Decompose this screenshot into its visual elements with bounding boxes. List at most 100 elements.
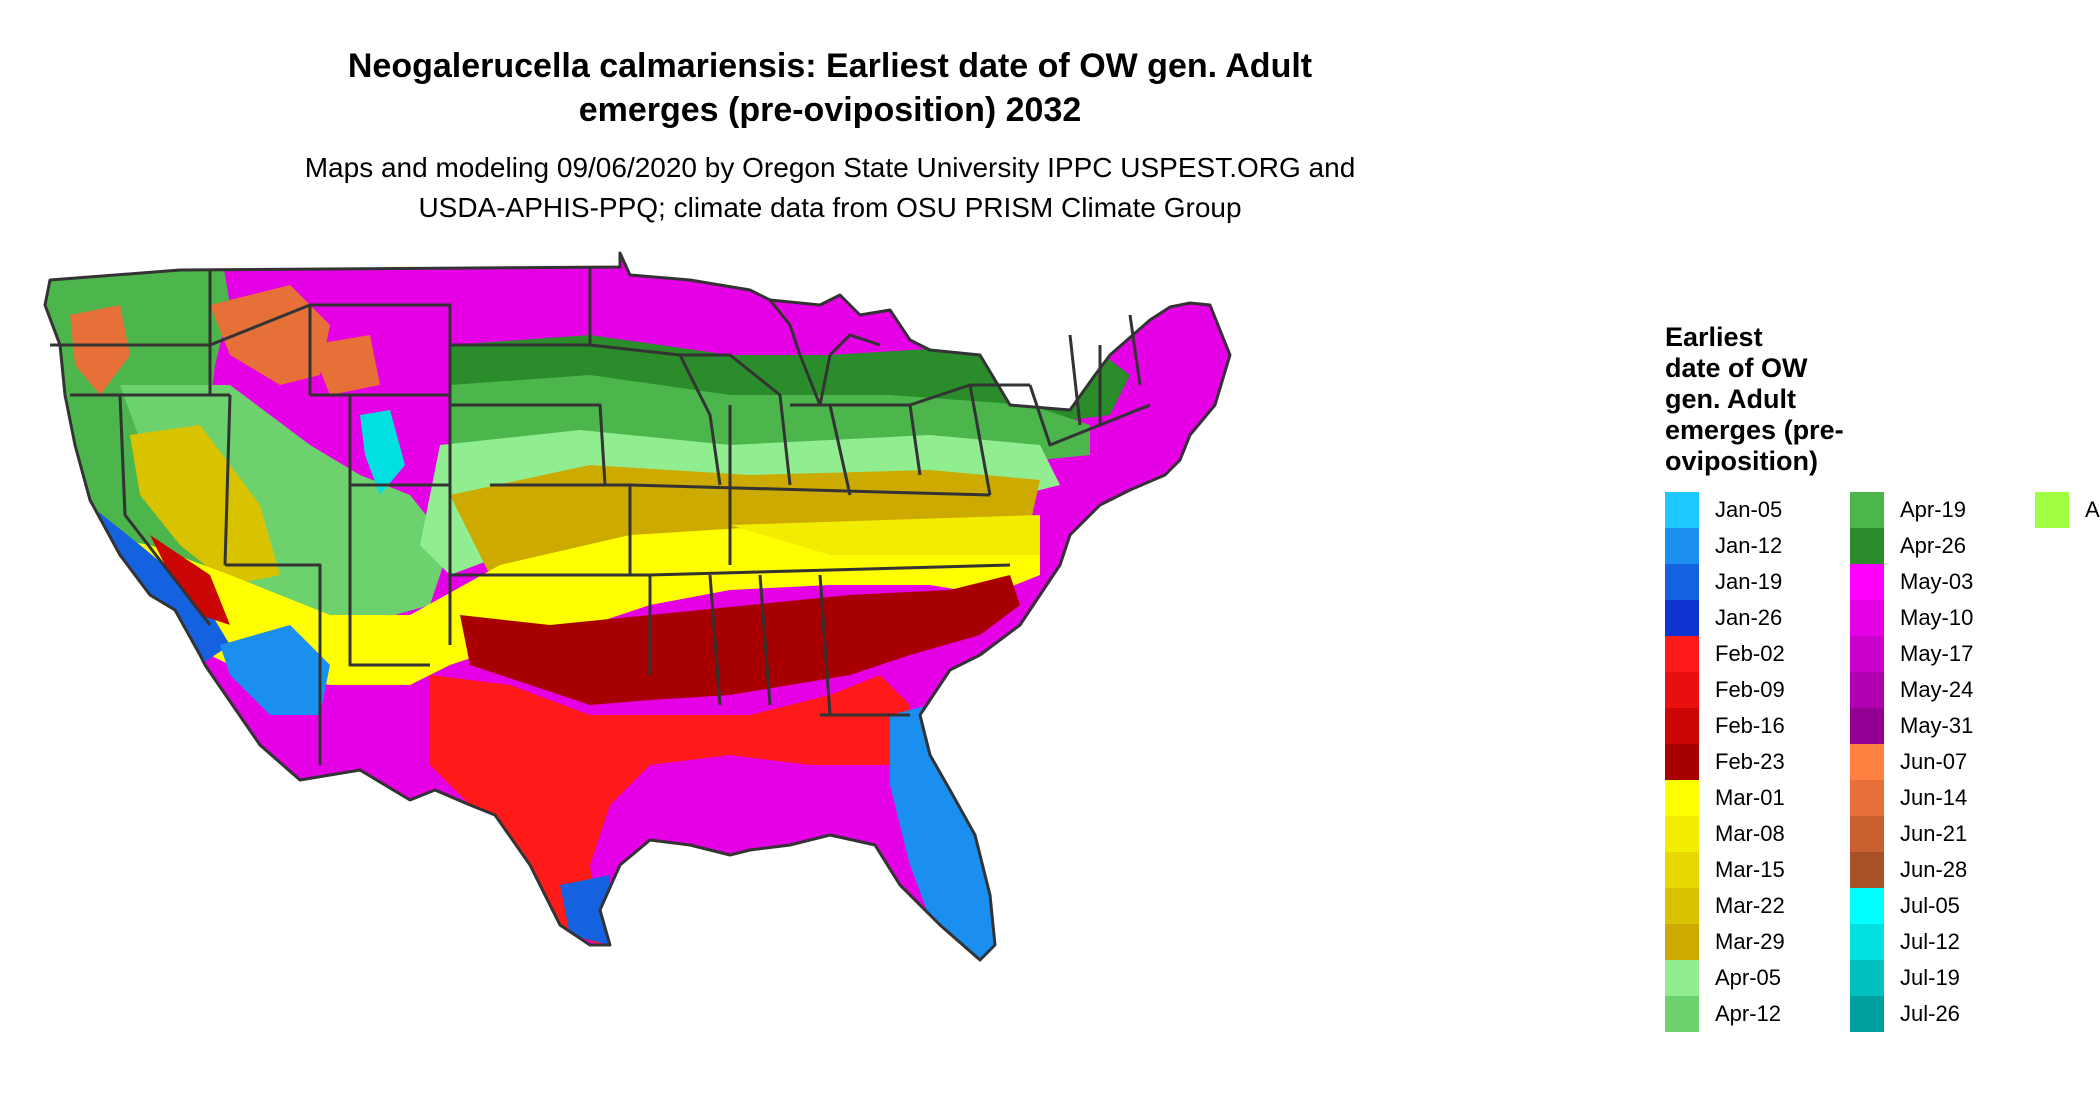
legend-label: Jul-12	[1900, 929, 1960, 954]
legend-item: Feb-16	[1665, 708, 1825, 744]
legend-swatch	[1850, 852, 1884, 888]
legend-swatch	[2035, 492, 2069, 528]
legend-swatch	[1850, 564, 1884, 600]
legend-label: Jun-28	[1900, 857, 1968, 882]
legend-title-line: Earliest	[1665, 322, 1763, 352]
legend-label: Feb-02	[1715, 641, 1785, 666]
legend-label: Feb-23	[1715, 749, 1785, 774]
legend-swatch	[1850, 600, 1884, 636]
map-title-line-1: Neogalerucella calmariensis: Earliest da…	[347, 47, 1313, 85]
legend-title-line: emerges (pre-	[1665, 415, 1844, 445]
legend-item: Apr-19	[1850, 492, 2010, 528]
legend-label: Apr-26	[1900, 533, 1967, 558]
legend-swatch	[1665, 780, 1699, 816]
legend-swatch	[1665, 888, 1699, 924]
zone-orange-yellowstone	[310, 335, 380, 395]
legend-swatch	[1665, 672, 1699, 708]
state-borders	[43, 251, 1232, 962]
legend-swatch	[1850, 816, 1884, 852]
legend-swatch	[1850, 672, 1884, 708]
legend-item: Jun-21	[1850, 816, 2010, 852]
legend-swatch	[1665, 744, 1699, 780]
legend-label: Jan-12	[1715, 533, 1783, 558]
legend-swatch	[1850, 780, 1884, 816]
zone-lightgreen-central	[420, 430, 1060, 575]
map-subtitle: Maps and modeling 09/06/2020 by Oregon S…	[180, 148, 1480, 228]
legend-item: Jun-14	[1850, 780, 2010, 816]
legend-item: Jan-19	[1665, 564, 1825, 600]
zone-blue-florida	[890, 705, 1000, 960]
legend-item: Jul-05	[1850, 888, 2010, 924]
legend-item: Jun-28	[1850, 852, 2010, 888]
legend-item: Apr-26	[1850, 528, 2010, 564]
legend-label: Jun-07	[1900, 749, 1968, 774]
legend-label: Jan-26	[1715, 605, 1783, 630]
legend-title-line: date of OW	[1665, 353, 1808, 383]
legend-label: Apr-12	[1715, 1001, 1782, 1026]
legend-swatch	[1665, 852, 1699, 888]
map-title: Neogalerucella calmariensis: Earliest da…	[180, 44, 1480, 132]
legend-title-line: gen. Adult	[1665, 384, 1796, 414]
legend-label: Jul-05	[1900, 893, 1960, 918]
legend-item: Feb-23	[1665, 744, 1825, 780]
zone-cyan-colorado-peaks	[360, 410, 405, 495]
legend-item: Aug-02	[2035, 492, 2100, 528]
legend-item: Mar-15	[1665, 852, 1825, 888]
legend-label: Mar-15	[1715, 857, 1785, 882]
legend-label: Aug-02	[2085, 497, 2100, 522]
legend-label: May-10	[1900, 605, 1974, 630]
zone-orange-cascades	[70, 305, 130, 395]
legend-item: Jul-26	[1850, 996, 2010, 1032]
legend-label: Feb-09	[1715, 677, 1785, 702]
legend-swatch	[1665, 528, 1699, 564]
zone-red-gulf	[430, 675, 910, 945]
zone-darkred-socal	[150, 535, 230, 625]
legend-label: Mar-01	[1715, 785, 1785, 810]
legend-label: Jan-05	[1715, 497, 1783, 522]
zone-lightblue-arizona	[220, 625, 330, 715]
legend-label: Jun-21	[1900, 821, 1968, 846]
legend-item: Jun-07	[1850, 744, 2010, 780]
legend-label: Apr-05	[1715, 965, 1782, 990]
legend-label: Mar-22	[1715, 893, 1785, 918]
legend-item: Mar-08	[1665, 816, 1825, 852]
legend-swatch	[1850, 996, 1884, 1032]
legend-item: Apr-12	[1665, 996, 1825, 1032]
legend-item: Jul-12	[1850, 924, 2010, 960]
legend-item: Jan-26	[1665, 600, 1825, 636]
legend-swatch	[1665, 708, 1699, 744]
legend-swatch	[1850, 708, 1884, 744]
legend-title-line: oviposition)	[1665, 446, 1818, 476]
legend-item: May-10	[1850, 600, 2010, 636]
legend-item: Mar-01	[1665, 780, 1825, 816]
zone-paleyellow-southeast	[730, 515, 1040, 555]
zone-blue-south-texas	[560, 875, 610, 945]
legend-swatch	[1665, 636, 1699, 672]
legend-swatch	[1850, 888, 1884, 924]
legend-item: Feb-02	[1665, 636, 1825, 672]
legend-item: May-31	[1850, 708, 2010, 744]
legend-swatch	[1665, 492, 1699, 528]
map-title-line-2: emerges (pre-oviposition) 2032	[578, 91, 1082, 129]
legend-swatch	[1850, 960, 1884, 996]
legend-swatch	[1665, 564, 1699, 600]
legend-label: Jun-14	[1900, 785, 1968, 810]
legend-swatch	[1850, 492, 1884, 528]
legend-swatch	[1665, 996, 1699, 1032]
legend-swatch	[1665, 816, 1699, 852]
legend-label: Jul-19	[1900, 965, 1960, 990]
legend-item: Apr-05	[1665, 960, 1825, 996]
legend-label: May-17	[1900, 641, 1974, 666]
legend-label: May-03	[1900, 569, 1974, 594]
legend-items: Jan-05 Jan-12 Jan-19 Jan-26 Feb-02 Feb-09 Feb-…	[1665, 492, 2100, 1052]
zone-blue-california	[90, 505, 230, 665]
legend-swatch	[1850, 528, 1884, 564]
zone-darkgreen-midwest	[450, 335, 1130, 445]
legend-swatch	[1665, 960, 1699, 996]
zone-mustard-basin	[130, 425, 280, 585]
us-emergence-map	[43, 251, 1232, 962]
legend-item: May-24	[1850, 672, 2010, 708]
legend-item: Jul-19	[1850, 960, 2010, 996]
legend-swatch	[1850, 924, 1884, 960]
legend-item: Mar-22	[1665, 888, 1825, 924]
